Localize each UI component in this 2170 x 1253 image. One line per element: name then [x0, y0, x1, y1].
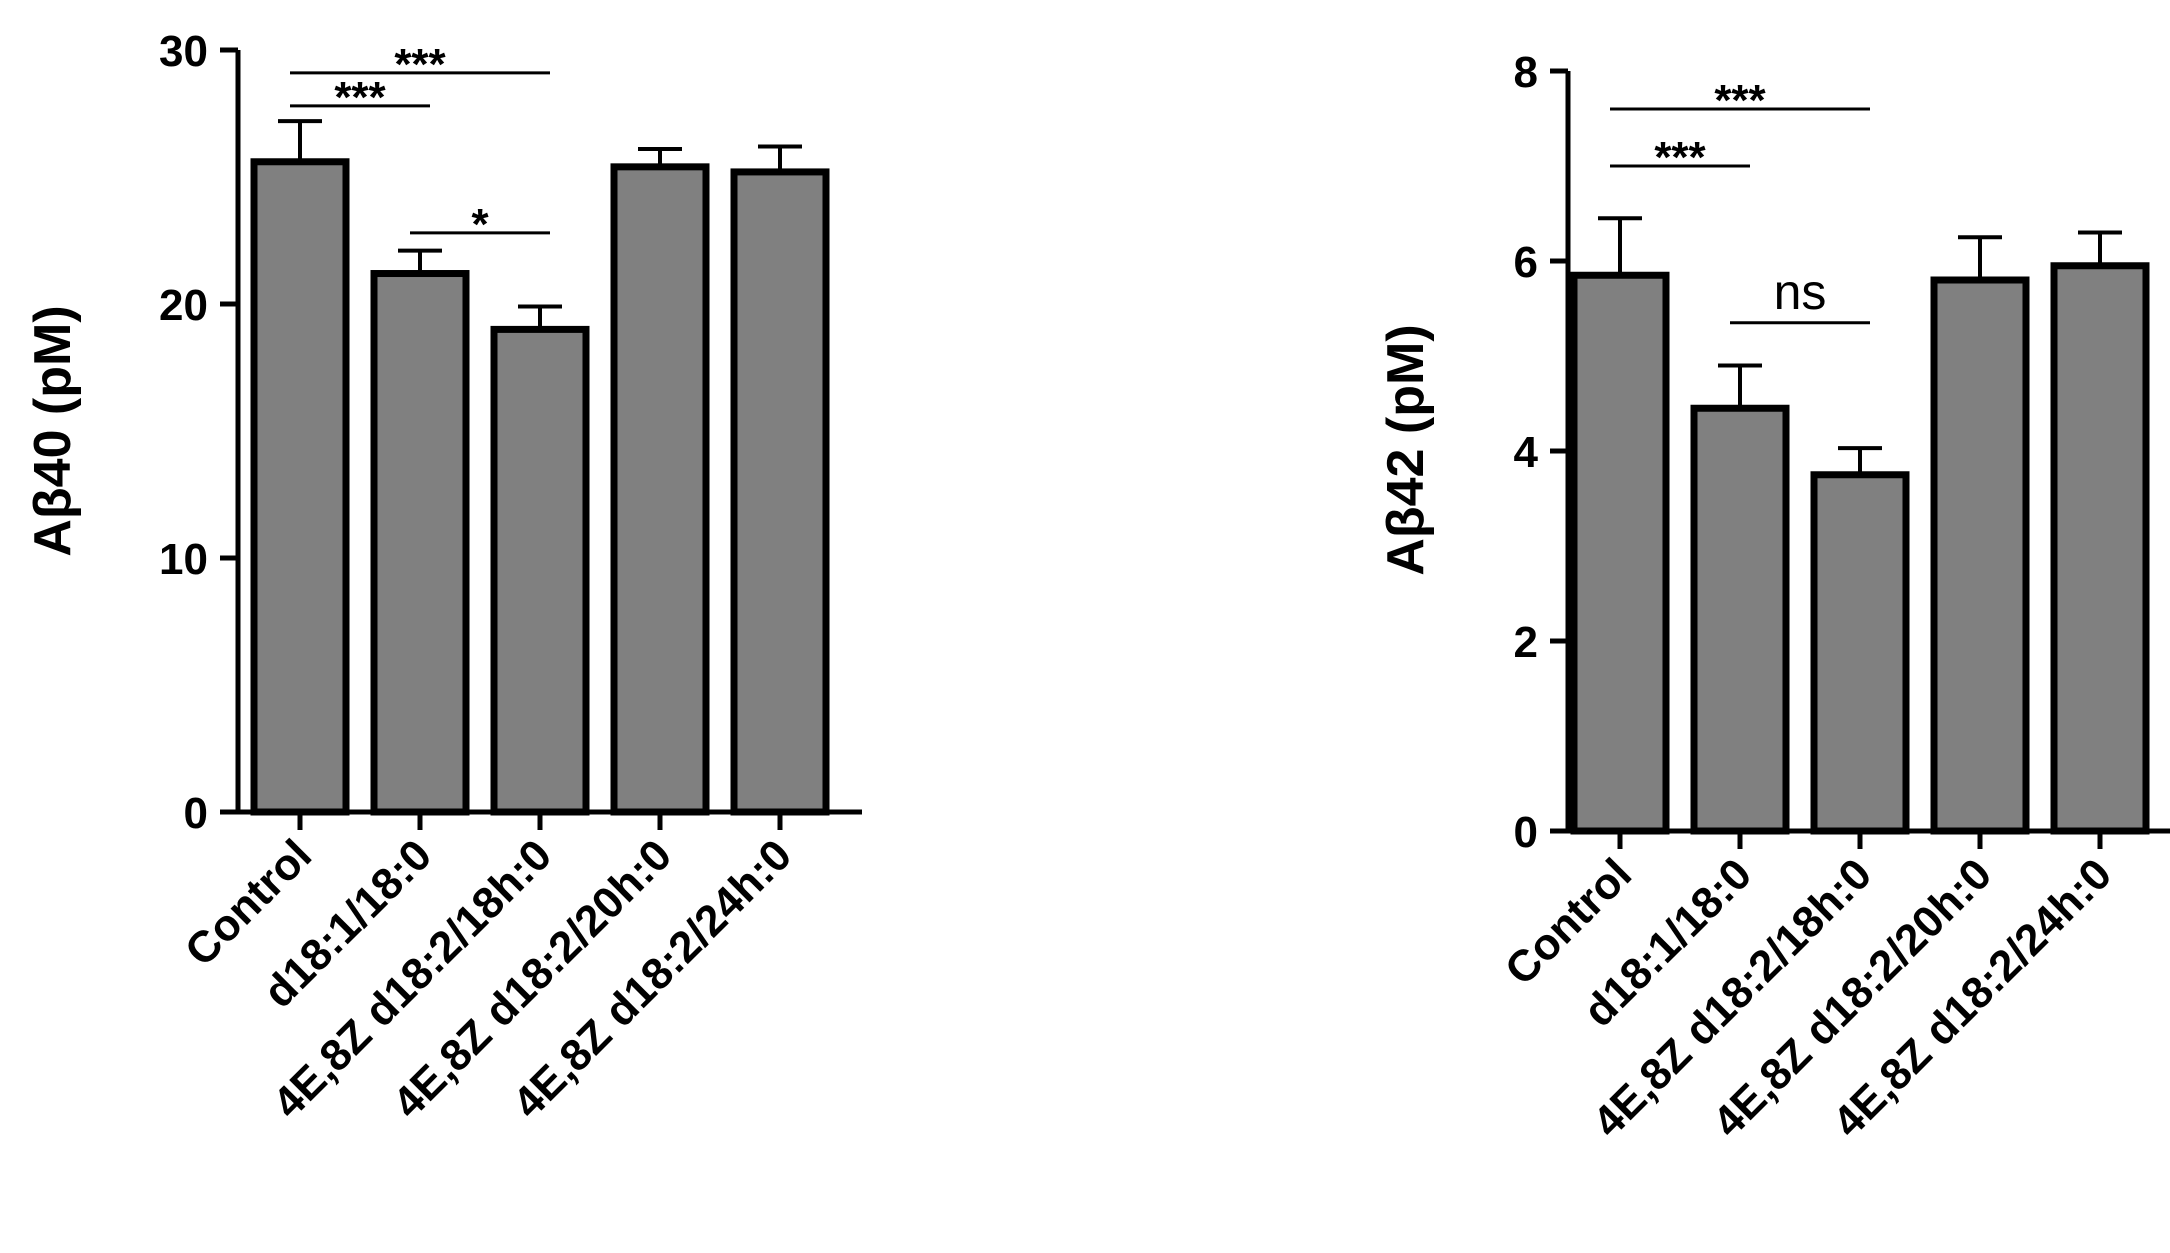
y-axis-title: Aβ42 (pM) — [1377, 324, 1435, 575]
y-tick-label: 0 — [1514, 808, 1538, 857]
significance-label: ns — [1774, 264, 1827, 320]
bar — [250, 158, 350, 816]
bar — [1570, 271, 1670, 835]
significance-label: *** — [334, 73, 386, 122]
y-tick-label: 8 — [1514, 48, 1538, 97]
y-tick-label: 30 — [159, 27, 208, 76]
significance-label: *** — [394, 40, 446, 89]
bar — [730, 168, 830, 816]
significance-label: * — [471, 200, 489, 249]
significance-label: *** — [1654, 133, 1706, 182]
bar — [2050, 262, 2150, 835]
y-axis-title: Aβ40 (pM) — [24, 305, 82, 556]
bar — [370, 270, 470, 816]
bar — [1690, 404, 1790, 835]
y-tick-label: 6 — [1514, 238, 1538, 287]
y-tick-label: 10 — [159, 535, 208, 584]
significance-label: *** — [1714, 76, 1766, 125]
bar — [1810, 471, 1910, 835]
y-tick-label: 20 — [159, 281, 208, 330]
bar — [610, 163, 710, 816]
y-tick-label: 2 — [1514, 618, 1538, 667]
bar — [1930, 276, 2030, 835]
y-tick-label: 0 — [184, 789, 208, 838]
y-tick-label: 4 — [1514, 428, 1539, 477]
bar — [490, 325, 590, 816]
